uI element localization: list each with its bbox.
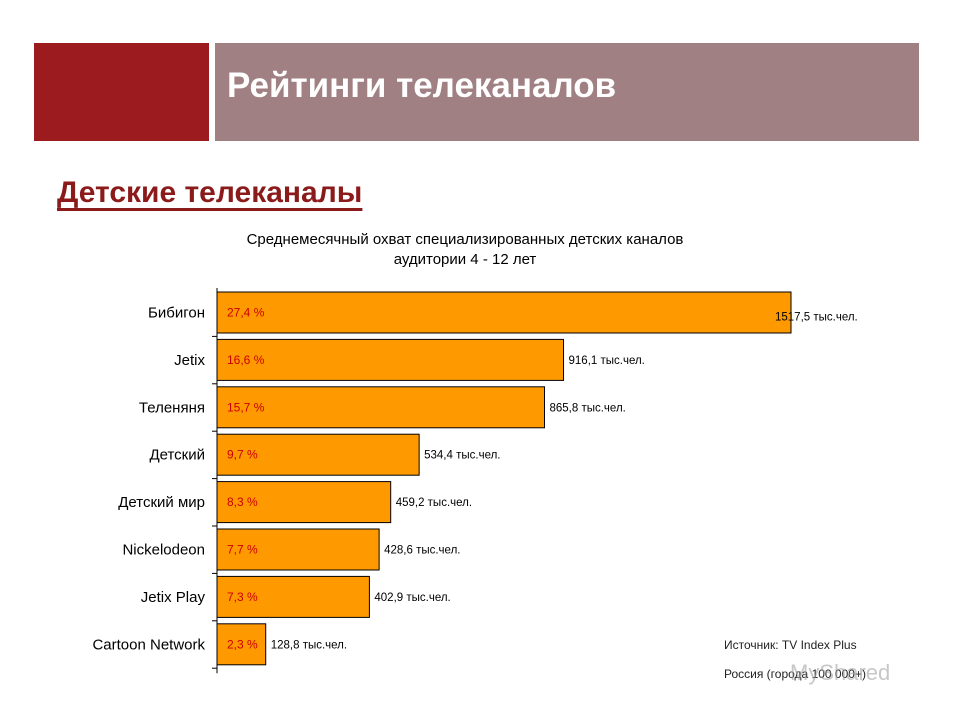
bar-4 (216, 481, 392, 524)
category-label: Бибигон (148, 305, 205, 322)
category-label: Cartoon Network (92, 636, 205, 653)
value-label: 865,8 тыс.чел. (549, 402, 625, 414)
value-label: 534,4 тыс.чел. (424, 450, 500, 462)
percent-label: 7,3 % (227, 590, 258, 604)
value-label: 402,9 тыс.чел. (374, 592, 450, 604)
bar-7 (216, 623, 267, 666)
percent-label: 7,7 % (227, 543, 258, 557)
category-label: Jetix (174, 352, 205, 369)
category-label: Jetix Play (141, 589, 206, 606)
percent-label: 16,6 % (227, 353, 265, 367)
value-label: 1517,5 тыс.чел. (775, 312, 858, 324)
source-line-1: Источник: TV Index Plus (724, 638, 857, 652)
category-label: Детский (149, 447, 205, 464)
section-subtitle: Детские телеканалы (57, 176, 363, 209)
page-title: Рейтинги телеканалов (227, 66, 617, 105)
bar-1 (216, 338, 565, 381)
value-label: 128,8 тыс.чел. (271, 639, 347, 651)
value-label: 916,1 тыс.чел. (569, 355, 645, 367)
chart-title-line-2: аудитории 4 - 12 лет (393, 251, 537, 268)
bar-0 (216, 291, 792, 334)
chart-title: Среднемесячный охват специализированных … (160, 230, 770, 270)
bar-3 (216, 433, 420, 476)
watermark-text: MyShared (790, 660, 891, 685)
category-label: Детский мир (118, 494, 205, 511)
category-label: Nickelodeon (122, 542, 205, 559)
value-label: 428,6 тыс.чел. (384, 545, 460, 557)
bar-6 (216, 575, 370, 618)
bar-2 (216, 386, 545, 429)
category-label: Теленяня (139, 399, 205, 416)
source-line-2: Россия (города 100 000+) (724, 667, 866, 681)
percent-label: 8,3 % (227, 495, 258, 509)
header-band (215, 43, 919, 141)
percent-label: 15,7 % (227, 400, 265, 414)
value-label: 459,2 тыс.чел. (396, 497, 472, 509)
chart-title-line-1: Среднемесячный охват специализированных … (246, 231, 684, 248)
bar-5 (216, 528, 380, 571)
percent-label: 27,4 % (227, 306, 265, 320)
percent-label: 9,7 % (227, 448, 258, 462)
percent-label: 2,3 % (227, 637, 258, 651)
header-accent-block (34, 43, 209, 141)
